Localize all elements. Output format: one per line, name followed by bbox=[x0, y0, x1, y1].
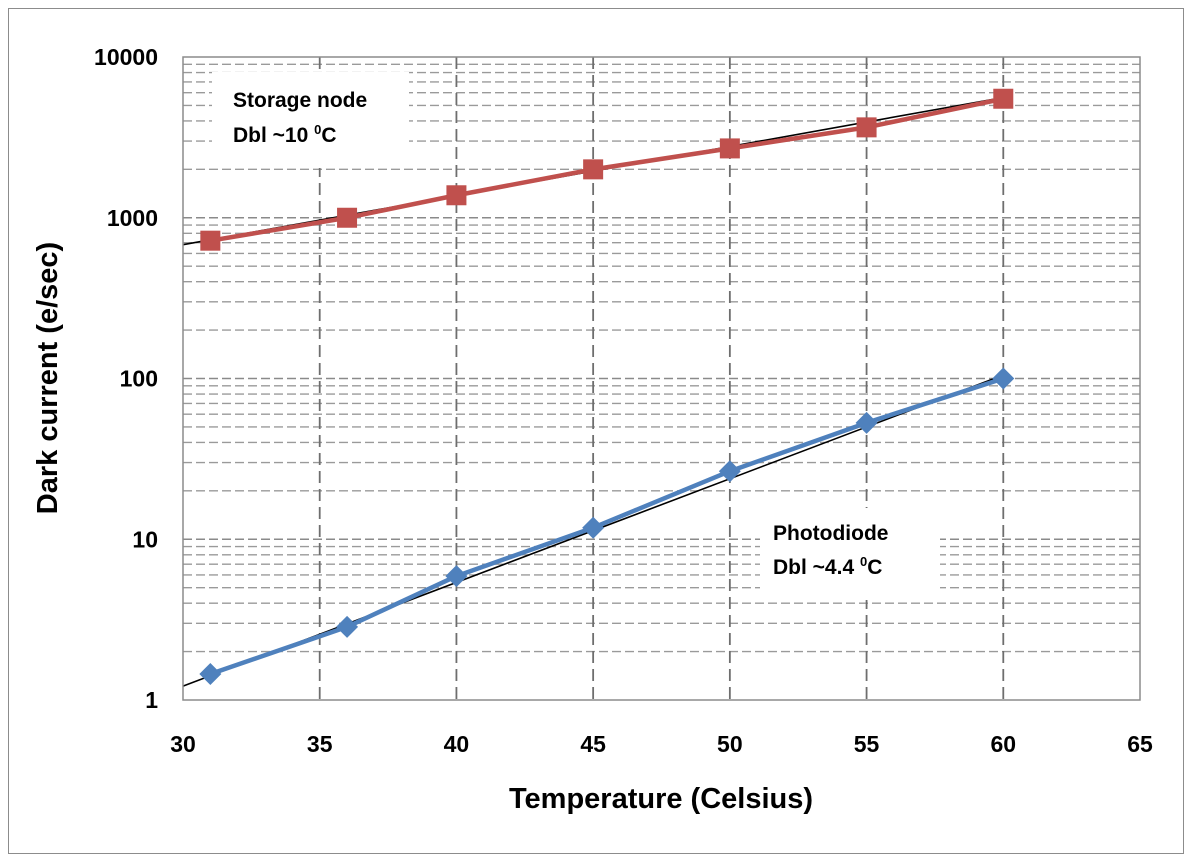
storage-node-annotation-box bbox=[212, 72, 409, 168]
x-tick-label: 60 bbox=[990, 731, 1016, 757]
y-tick-label: 10000 bbox=[94, 44, 158, 70]
x-tick-label: 40 bbox=[444, 731, 470, 757]
data-point-diamond bbox=[336, 615, 359, 638]
y-tick-label: 1000 bbox=[107, 205, 158, 231]
data-point-square bbox=[583, 159, 604, 180]
x-axis-ticks: 30 35 40 45 50 55 60 65 bbox=[170, 731, 1153, 757]
data-point-square bbox=[719, 138, 740, 159]
y-axis-ticks: 1 10 100 1000 10000 bbox=[94, 44, 158, 713]
data-point-square bbox=[446, 185, 467, 206]
x-tick-label: 65 bbox=[1127, 731, 1153, 757]
y-axis-title: Dark current (e/sec) bbox=[32, 242, 64, 514]
data-point-square bbox=[993, 88, 1014, 109]
photodiode-label: Photodiode bbox=[773, 522, 888, 545]
y-tick-label: 100 bbox=[120, 366, 158, 392]
x-axis-title: Temperature (Celsius) bbox=[509, 783, 813, 815]
x-tick-label: 30 bbox=[170, 731, 196, 757]
x-tick-label: 35 bbox=[307, 731, 333, 757]
data-point-diamond bbox=[445, 565, 468, 588]
data-point-diamond bbox=[718, 460, 741, 483]
data-series bbox=[199, 88, 1015, 686]
x-tick-label: 45 bbox=[580, 731, 606, 757]
data-point-square bbox=[200, 230, 221, 251]
data-point-square bbox=[337, 207, 358, 228]
y-tick-label: 1 bbox=[145, 687, 158, 713]
x-tick-label: 50 bbox=[717, 731, 743, 757]
storage-node-doubling: Dbl ~10 0C bbox=[233, 122, 337, 147]
data-point-diamond bbox=[199, 663, 222, 686]
photodiode-annotation-box bbox=[760, 508, 940, 600]
data-point-diamond bbox=[992, 367, 1015, 390]
y-tick-label: 10 bbox=[132, 526, 158, 552]
data-point-square bbox=[856, 117, 877, 138]
plot-area-border bbox=[182, 56, 1141, 701]
data-point-diamond bbox=[582, 516, 605, 539]
chart-frame bbox=[8, 8, 1184, 854]
x-tick-label: 55 bbox=[854, 731, 880, 757]
photodiode-doubling: Dbl ~4.4 0C bbox=[773, 554, 882, 579]
storage-node-label: Storage node bbox=[233, 89, 367, 112]
data-point-diamond bbox=[855, 411, 878, 434]
